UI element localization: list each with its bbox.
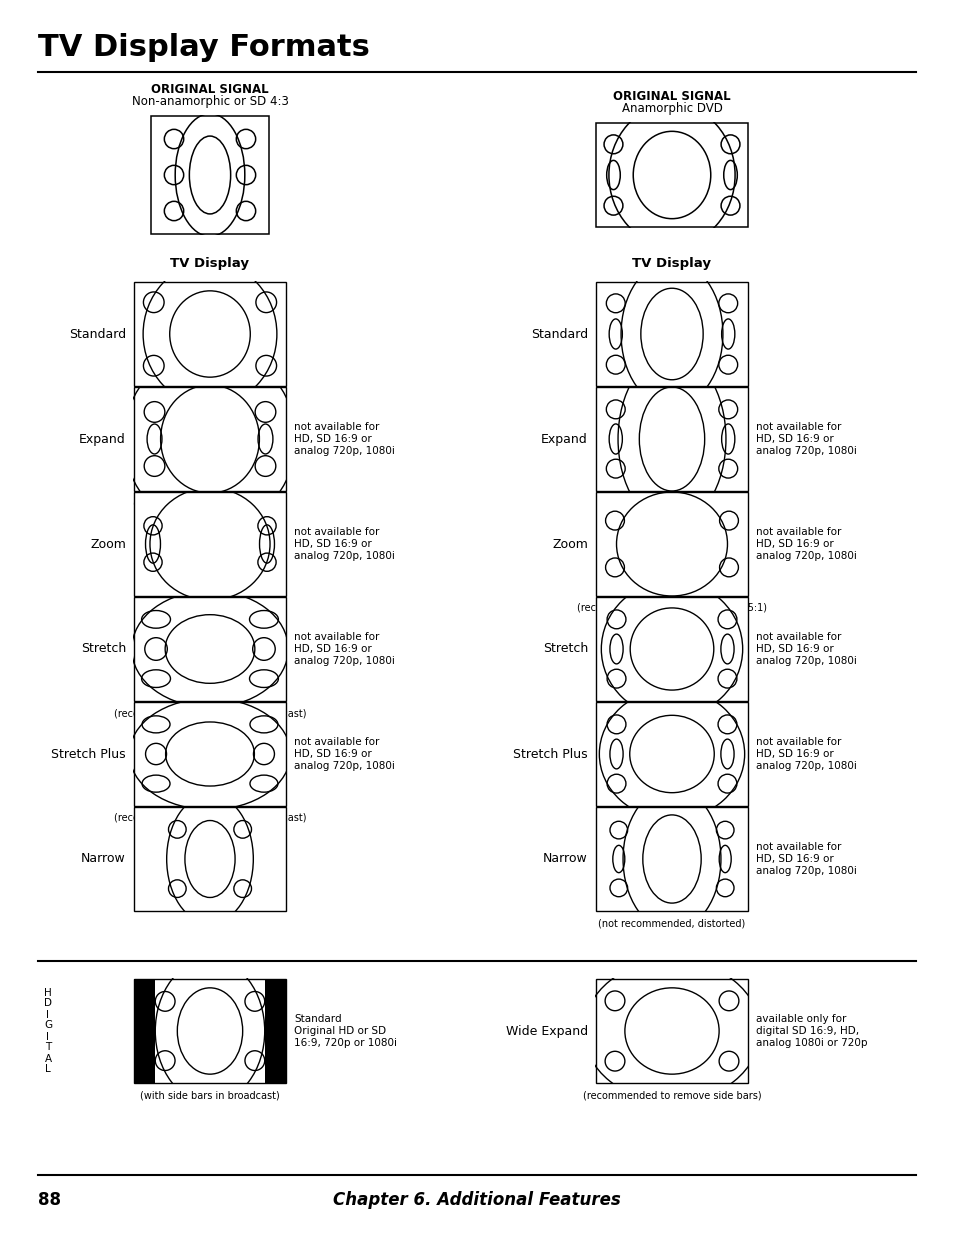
Text: (recommended for letterboxed): (recommended for letterboxed) xyxy=(133,498,287,508)
Text: not available for
HD, SD 16:9 or
analog 720p, 1080i: not available for HD, SD 16:9 or analog … xyxy=(755,422,856,456)
Text: D: D xyxy=(44,999,52,1009)
Text: ORIGINAL SIGNAL: ORIGINAL SIGNAL xyxy=(613,90,730,103)
Text: 88: 88 xyxy=(38,1191,61,1209)
Bar xyxy=(596,806,747,911)
Text: Narrow: Narrow xyxy=(542,852,587,866)
Bar xyxy=(596,701,747,806)
Text: not available for
HD, SD 16:9 or
analog 720p, 1080i: not available for HD, SD 16:9 or analog … xyxy=(294,422,395,456)
Text: Stretch Plus: Stretch Plus xyxy=(513,747,587,761)
Text: I: I xyxy=(47,1031,50,1041)
Text: (not recommended, distorted): (not recommended, distorted) xyxy=(598,708,745,718)
Text: H: H xyxy=(44,988,51,998)
Text: (not recommended, distorted): (not recommended, distorted) xyxy=(136,603,283,613)
Bar xyxy=(133,701,286,806)
Text: not available for
HD, SD 16:9 or
analog 720p, 1080i: not available for HD, SD 16:9 or analog … xyxy=(755,527,856,561)
Text: (recommended for standard broadcast): (recommended for standard broadcast) xyxy=(113,813,306,823)
Text: (not recommended, distorted): (not recommended, distorted) xyxy=(136,393,283,403)
Text: Expand: Expand xyxy=(540,432,587,446)
Text: Narrow: Narrow xyxy=(81,852,126,866)
Text: not available for
HD, SD 16:9 or
analog 720p, 1080i: not available for HD, SD 16:9 or analog … xyxy=(294,527,395,561)
Text: not available for
HD, SD 16:9 or
analog 720p, 1080i: not available for HD, SD 16:9 or analog … xyxy=(755,737,856,771)
Text: TV Display Formats: TV Display Formats xyxy=(38,33,370,63)
Bar xyxy=(596,979,747,1083)
Text: Non-anamorphic or SD 4:3: Non-anamorphic or SD 4:3 xyxy=(132,95,288,107)
Text: Standard: Standard xyxy=(69,327,126,341)
Bar xyxy=(133,492,286,597)
Bar xyxy=(133,282,286,387)
Bar xyxy=(133,806,164,911)
Text: (not recommended, distorted): (not recommended, distorted) xyxy=(598,498,745,508)
Bar xyxy=(596,124,747,227)
Text: Standard
Original HD or SD
16:9, 720p or 1080i: Standard Original HD or SD 16:9, 720p or… xyxy=(294,1014,396,1047)
Text: (not recommended, distorted): (not recommended, distorted) xyxy=(598,918,745,927)
Text: G: G xyxy=(44,1020,52,1030)
Text: (recommended): (recommended) xyxy=(632,393,710,403)
Text: L: L xyxy=(45,1065,51,1074)
Text: not available for
HD, SD 16:9 or
analog 720p, 1080i: not available for HD, SD 16:9 or analog … xyxy=(755,842,856,876)
Text: TV Display: TV Display xyxy=(171,258,250,270)
Text: TV Display: TV Display xyxy=(632,258,711,270)
Text: Wide Expand: Wide Expand xyxy=(505,1025,587,1037)
Bar xyxy=(596,282,747,387)
Bar xyxy=(133,597,286,701)
Bar xyxy=(596,387,747,492)
Bar xyxy=(264,979,286,1083)
Bar xyxy=(133,387,286,492)
Text: (not recommended, distorted): (not recommended, distorted) xyxy=(598,813,745,823)
Text: Zoom: Zoom xyxy=(90,537,126,551)
Text: (recommended for standard broadcast): (recommended for standard broadcast) xyxy=(113,708,306,718)
Bar xyxy=(133,979,286,1083)
Text: available only for
digital SD 16:9, HD,
analog 1080i or 720p: available only for digital SD 16:9, HD, … xyxy=(755,1014,866,1047)
Text: not available for
HD, SD 16:9 or
analog 720p, 1080i: not available for HD, SD 16:9 or analog … xyxy=(755,632,856,666)
Text: A: A xyxy=(45,1053,51,1063)
Text: (recommended to remove side bars): (recommended to remove side bars) xyxy=(582,1091,760,1100)
Text: T: T xyxy=(45,1042,51,1052)
Text: Stretch Plus: Stretch Plus xyxy=(51,747,126,761)
Text: Standard: Standard xyxy=(530,327,587,341)
Text: not available for
HD, SD 16:9 or
analog 720p, 1080i: not available for HD, SD 16:9 or analog … xyxy=(294,632,395,666)
Bar xyxy=(596,492,747,597)
Bar xyxy=(151,116,269,233)
Text: ORIGINAL SIGNAL: ORIGINAL SIGNAL xyxy=(151,83,269,96)
Bar xyxy=(596,597,747,701)
Text: Anamorphic DVD: Anamorphic DVD xyxy=(621,103,721,115)
Text: Expand: Expand xyxy=(79,432,126,446)
Text: I: I xyxy=(47,1009,50,1020)
Bar xyxy=(255,806,286,911)
Text: Zoom: Zoom xyxy=(552,537,587,551)
Text: (recommended for anamorphic 2.35:1): (recommended for anamorphic 2.35:1) xyxy=(577,603,766,613)
Text: not available for
HD, SD 16:9 or
analog 720p, 1080i: not available for HD, SD 16:9 or analog … xyxy=(294,737,395,771)
Bar xyxy=(133,806,286,911)
Text: Stretch: Stretch xyxy=(542,642,587,656)
Text: (with side bars in broadcast): (with side bars in broadcast) xyxy=(140,1091,279,1100)
Bar xyxy=(133,979,155,1083)
Text: Chapter 6. Additional Features: Chapter 6. Additional Features xyxy=(333,1191,620,1209)
Text: Stretch: Stretch xyxy=(81,642,126,656)
